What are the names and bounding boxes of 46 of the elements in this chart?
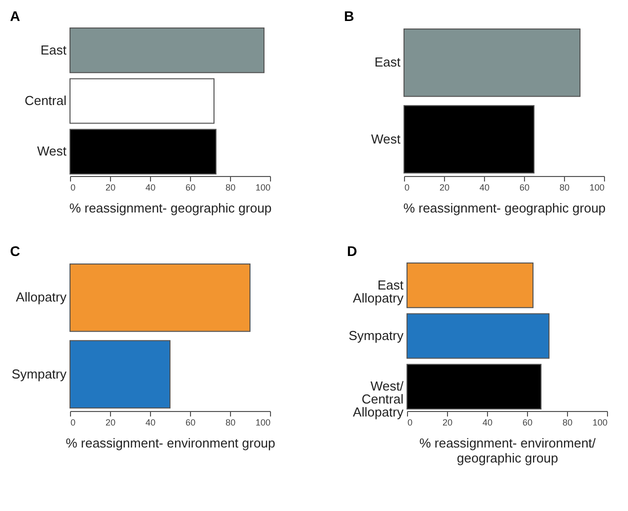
x-tick-label: 80 [225,418,236,428]
bar [70,78,214,124]
x-tick-label: 0 [408,418,413,428]
bar [406,262,534,308]
x-tick-label: 80 [559,182,570,192]
x-axis-title: % reassignment- geographic group [69,200,272,216]
y-tick-label: West/ Central Allopatry [352,378,404,420]
x-tick-label: 80 [225,182,236,192]
x-tick-label: 40 [145,418,156,428]
x-tick-label: 100 [255,418,270,428]
x-axis-title: % reassignment- environment group [66,436,276,450]
x-tick-label: 0 [70,418,76,428]
y-tick-label: Allopatry [16,290,67,305]
x-axis-title: % reassignment- geographic group [403,200,606,216]
y-tick-label: East Allopatry [352,277,404,306]
x-tick-label: 80 [562,418,573,428]
x-tick-label: 100 [255,182,270,192]
chart-title: C [10,243,20,259]
x-tick-label: 100 [589,182,604,192]
y-tick-label: Sympatry [12,366,67,382]
x-tick-label: 0 [404,182,410,192]
chart-title: A [10,8,20,24]
x-tick-label: 20 [105,182,116,192]
x-tick-label: 40 [145,182,156,192]
chart-title: B [344,8,354,24]
x-tick-label: 60 [185,182,196,192]
chart-title: D [347,243,358,259]
x-tick-label: 60 [519,182,530,192]
x-tick-label: 20 [439,182,450,192]
bar [70,28,264,74]
x-tick-label: 20 [105,418,116,428]
y-tick-label: Central [24,93,67,108]
x-tick-label: 60 [185,418,196,428]
x-tick-label: 60 [522,418,533,428]
y-tick-label: East [40,42,67,58]
x-tick-label: 0 [70,182,76,192]
y-tick-label: West [371,131,401,146]
x-axis-title: % reassignment- environment/ geographic group [419,436,596,466]
x-tick-label: 20 [442,418,453,428]
bar [406,313,550,359]
x-tick-label: 100 [592,418,608,428]
y-tick-label: East [374,54,401,70]
x-tick-label: 40 [482,418,493,428]
x-tick-label: 40 [479,182,490,192]
y-tick-label: Sympatry [348,328,404,343]
y-tick-label: West [37,144,67,159]
